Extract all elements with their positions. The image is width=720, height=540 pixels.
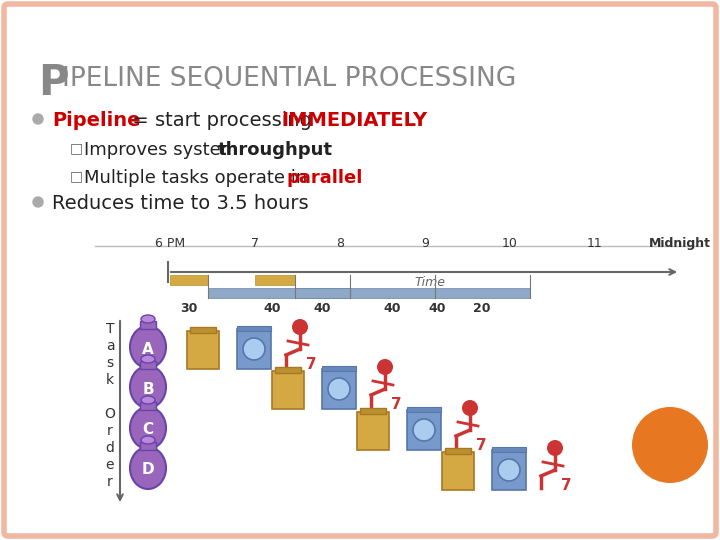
FancyBboxPatch shape xyxy=(4,4,716,536)
Text: 20: 20 xyxy=(473,302,491,315)
Circle shape xyxy=(462,400,478,416)
Bar xyxy=(170,275,208,285)
Text: 7: 7 xyxy=(476,438,487,453)
Text: IPELINE SEQUENTIAL PROCESSING: IPELINE SEQUENTIAL PROCESSING xyxy=(62,66,516,92)
Bar xyxy=(140,361,156,369)
Circle shape xyxy=(498,459,520,481)
Text: Improves system: Improves system xyxy=(84,141,244,159)
Bar xyxy=(407,407,441,412)
Text: r: r xyxy=(107,424,113,438)
Circle shape xyxy=(328,378,350,400)
Text: C: C xyxy=(143,422,153,437)
Ellipse shape xyxy=(141,315,155,323)
Ellipse shape xyxy=(130,407,166,449)
Bar xyxy=(208,288,350,298)
Bar xyxy=(442,452,474,490)
Text: O: O xyxy=(104,407,115,421)
Text: s: s xyxy=(107,356,114,370)
Circle shape xyxy=(292,319,308,335)
Text: T: T xyxy=(106,322,114,336)
Text: 40: 40 xyxy=(383,302,401,315)
Bar xyxy=(322,369,356,409)
Ellipse shape xyxy=(141,355,155,363)
Bar xyxy=(255,275,295,285)
Text: k: k xyxy=(106,373,114,387)
Bar xyxy=(275,367,301,373)
Text: Midnight: Midnight xyxy=(649,237,711,250)
Text: 7: 7 xyxy=(561,478,572,493)
Bar xyxy=(360,408,386,414)
Text: B: B xyxy=(142,381,154,396)
Bar xyxy=(237,329,271,369)
Text: Time: Time xyxy=(415,276,446,289)
Bar xyxy=(140,402,156,410)
Text: 11: 11 xyxy=(587,237,603,250)
Bar xyxy=(295,288,435,298)
Text: a: a xyxy=(106,339,114,353)
Ellipse shape xyxy=(130,326,166,368)
Text: □: □ xyxy=(70,169,83,183)
Circle shape xyxy=(377,359,393,375)
Text: 9: 9 xyxy=(421,237,429,250)
Ellipse shape xyxy=(130,366,166,408)
Text: = start processing: = start processing xyxy=(126,111,318,130)
Circle shape xyxy=(33,197,43,207)
Circle shape xyxy=(547,440,563,456)
Text: Multiple tasks operate in: Multiple tasks operate in xyxy=(84,169,313,187)
Bar xyxy=(445,448,471,454)
Ellipse shape xyxy=(130,447,166,489)
Text: 30: 30 xyxy=(180,302,198,315)
Text: 40: 40 xyxy=(428,302,446,315)
Text: throughput: throughput xyxy=(218,141,333,159)
Text: 7: 7 xyxy=(306,357,317,372)
Text: parallel: parallel xyxy=(286,169,362,187)
Bar xyxy=(492,450,526,490)
Bar xyxy=(492,447,526,452)
Circle shape xyxy=(413,419,435,441)
Circle shape xyxy=(243,338,265,360)
Bar xyxy=(272,371,304,409)
Text: A: A xyxy=(142,341,154,356)
Ellipse shape xyxy=(141,396,155,404)
Text: 8: 8 xyxy=(336,237,344,250)
Bar xyxy=(407,410,441,450)
Bar xyxy=(322,366,356,371)
Text: 7: 7 xyxy=(251,237,259,250)
Text: 6 PM: 6 PM xyxy=(155,237,185,250)
Text: 40: 40 xyxy=(264,302,281,315)
Bar xyxy=(435,288,530,298)
Text: 40: 40 xyxy=(313,302,330,315)
Bar xyxy=(187,331,219,369)
Text: 7: 7 xyxy=(391,397,402,412)
Circle shape xyxy=(632,407,708,483)
Text: □: □ xyxy=(70,141,83,155)
Circle shape xyxy=(33,114,43,124)
Text: Reduces time to 3.5 hours: Reduces time to 3.5 hours xyxy=(52,194,309,213)
Text: e: e xyxy=(106,458,114,472)
Text: D: D xyxy=(142,462,154,477)
Text: d: d xyxy=(106,441,114,455)
Text: r: r xyxy=(107,475,113,489)
Ellipse shape xyxy=(141,436,155,444)
Bar xyxy=(190,327,216,333)
Bar xyxy=(140,321,156,329)
Text: P: P xyxy=(38,62,68,104)
Bar xyxy=(237,326,271,331)
Bar xyxy=(357,412,389,450)
Text: Pipeline: Pipeline xyxy=(52,111,140,130)
Text: IMMEDIATELY: IMMEDIATELY xyxy=(281,111,427,130)
Text: 10: 10 xyxy=(502,237,518,250)
Bar xyxy=(140,442,156,450)
